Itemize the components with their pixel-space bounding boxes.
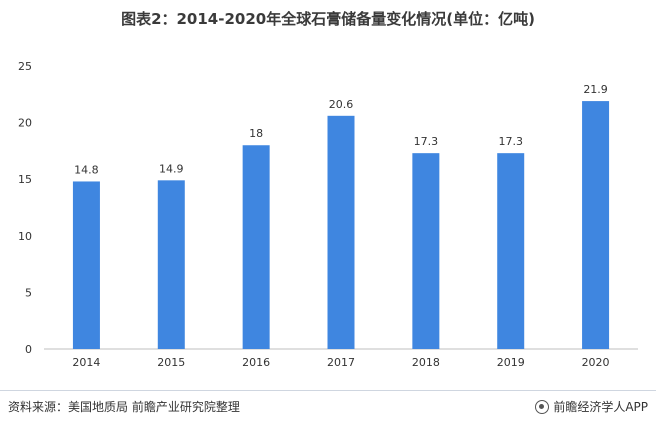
bar-2016 [242,145,270,349]
data-label-2014: 14.8 [74,163,99,176]
x-tick-label-2018: 2018 [412,356,440,369]
y-tick-label: 20 [18,117,32,130]
brand-credit: 前瞻经济学人APP [535,398,648,415]
data-label-2015: 14.9 [159,162,184,175]
data-label-2017: 20.6 [329,98,354,111]
chart-title: 图表2：2014-2020年全球石膏储备量变化情况(单位：亿吨) [121,10,535,28]
bar-2017 [327,115,355,349]
data-label-2016: 18 [249,127,263,140]
data-label-2019: 17.3 [498,135,523,148]
bar-2014 [72,181,100,349]
x-tick-label-2020: 2020 [582,356,610,369]
x-tick-label-2019: 2019 [497,356,525,369]
x-tick-label-2015: 2015 [157,356,185,369]
source-note: 资料来源：美国地质局 前瞻产业研究院整理 [8,400,240,414]
bar-2019 [497,153,525,349]
brand-logo-icon [535,399,550,414]
x-tick-label-2017: 2017 [327,356,355,369]
data-label-2018: 17.3 [414,135,439,148]
footer-divider [0,390,656,391]
bar-2018 [412,153,440,349]
data-label-2020: 21.9 [583,83,608,96]
y-tick-label: 25 [18,60,32,73]
y-tick-label: 5 [25,286,32,299]
x-tick-label-2016: 2016 [242,356,270,369]
y-tick-label: 15 [18,173,32,186]
brand-name: 前瞻经济学人APP [553,400,648,414]
bar-2020 [582,101,610,349]
bar-chart: 0 5 10 15 20 25 14.8 2014 14.9 2015 18 2016 20.6 2017… [18,60,638,369]
x-tick-label-2014: 2014 [72,356,100,369]
y-tick-label: 10 [18,230,32,243]
bar-2015 [157,180,185,349]
y-tick-label: 0 [25,343,32,356]
